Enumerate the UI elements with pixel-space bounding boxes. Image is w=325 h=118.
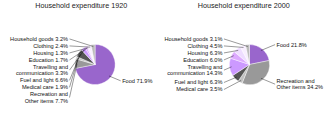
- value-label: 2.4%: [55, 43, 68, 49]
- value-label: 3.2%: [55, 36, 68, 42]
- data-label: Education1.7%: [29, 57, 68, 63]
- value-label: 6.3%: [210, 50, 223, 56]
- leader-line: [224, 77, 237, 82]
- value-label: 3.1%: [210, 36, 223, 42]
- category-label: Food: [277, 42, 290, 48]
- leader-line: [70, 54, 81, 80]
- value-label: 14.3%: [207, 70, 223, 76]
- category-label: Medical care: [22, 84, 54, 90]
- leader-lines: [224, 39, 275, 90]
- leader-line: [224, 56, 234, 60]
- labels: Food21.8% Recreation andOther items34.2% M…: [165, 36, 323, 93]
- category-label: Travelling and: [187, 64, 222, 70]
- data-label: Medical care1.9%: [22, 84, 68, 90]
- category-label: communication: [167, 70, 205, 76]
- title: Household expenditure 2000: [198, 1, 290, 10]
- data-label: Housing1.3%: [33, 50, 68, 56]
- value-label: 4.5%: [210, 43, 223, 49]
- value-label: 6.3%: [210, 79, 223, 85]
- data-label: Fuel and light6.6%: [20, 77, 68, 83]
- wedge: [91, 44, 95, 64]
- category-label: Household goods: [10, 36, 54, 42]
- value-label: 6.0%: [210, 57, 223, 63]
- category-label: Education: [183, 57, 208, 63]
- category-label: Recreation and: [277, 78, 315, 84]
- category-label: Recreation and: [30, 91, 68, 97]
- value-label: 3.3%: [55, 70, 68, 76]
- leader-line: [224, 46, 244, 48]
- value-label: 1.9%: [55, 84, 68, 90]
- leader-line: [70, 58, 79, 87]
- wedges: [229, 44, 269, 84]
- wedge: [246, 44, 250, 64]
- wedges: [75, 44, 115, 84]
- category-label: Travelling and: [33, 64, 68, 70]
- category-label: Clothing: [188, 43, 209, 49]
- value-label: 3.5%: [210, 86, 223, 92]
- data-label: Clothing4.5%: [188, 43, 223, 49]
- data-label: Travelling andcommunication14.3%: [167, 64, 222, 76]
- title: Household expenditure 1920: [35, 1, 127, 10]
- category-label: Other items: [277, 84, 306, 90]
- wedge: [240, 45, 249, 65]
- leader-line: [224, 67, 232, 70]
- leader-line: [70, 64, 78, 98]
- data-label: Clothing2.4%: [33, 43, 68, 49]
- leader-line: [261, 45, 275, 51]
- wedge: [75, 44, 115, 84]
- leader-line: [109, 76, 121, 81]
- labels: Food71.9%Recreation andOther items7.7%Me…: [10, 36, 152, 104]
- data-label: Recreation andOther items34.2%: [277, 78, 323, 90]
- category-label: Education: [29, 57, 54, 63]
- category-label: Household goods: [165, 36, 209, 42]
- category-label: Other items: [25, 98, 54, 104]
- category-label: Food: [122, 78, 135, 84]
- data-label: Travelling andcommunication3.3%: [16, 64, 68, 76]
- data-label: Household goods3.1%: [165, 36, 223, 42]
- pie-panel: Household expenditure 2000 Food21.8% Recre…: [165, 1, 323, 92]
- value-label: 71.9%: [137, 78, 153, 84]
- value-label: 21.8%: [291, 42, 307, 48]
- data-label: Household goods3.2%: [10, 36, 68, 42]
- value-label: 6.6%: [55, 77, 68, 83]
- category-label: Clothing: [33, 43, 54, 49]
- data-label: Housing6.3%: [188, 50, 223, 56]
- data-label: Fuel and light6.3%: [174, 79, 222, 85]
- leader-line: [224, 80, 241, 89]
- data-label: Recreation andOther items7.7%: [25, 91, 68, 103]
- data-label: Education6.0%: [183, 57, 222, 63]
- category-label: communication: [16, 70, 54, 76]
- value-label: 1.7%: [55, 57, 68, 63]
- leader-line: [70, 46, 91, 47]
- category-label: Housing: [33, 50, 54, 56]
- leader-lines: [70, 39, 121, 98]
- leader-line: [70, 50, 85, 70]
- value-label: 1.3%: [55, 50, 68, 56]
- leader-line: [224, 50, 238, 53]
- leader-line: [70, 39, 94, 47]
- value-label: 34.2%: [307, 84, 323, 90]
- leader-line: [261, 78, 275, 84]
- value-label: 7.7%: [55, 98, 68, 104]
- category-label: Fuel and light: [20, 77, 54, 83]
- data-label: Food21.8%: [277, 42, 307, 48]
- pie-panel: Household expenditure 1920 Food71.9% Recre…: [10, 1, 152, 104]
- category-label: Medical care: [176, 86, 208, 92]
- data-label: Medical care3.5%: [176, 86, 222, 92]
- category-label: Housing: [188, 50, 209, 56]
- leader-line: [224, 39, 248, 47]
- data-label: Food71.9%: [122, 78, 152, 84]
- leader-line: [70, 48, 89, 53]
- category-label: Fuel and light: [174, 79, 208, 85]
- chart: Household expenditure 1920Food71.9%Recre…: [0, 0, 325, 118]
- wedge: [88, 45, 95, 65]
